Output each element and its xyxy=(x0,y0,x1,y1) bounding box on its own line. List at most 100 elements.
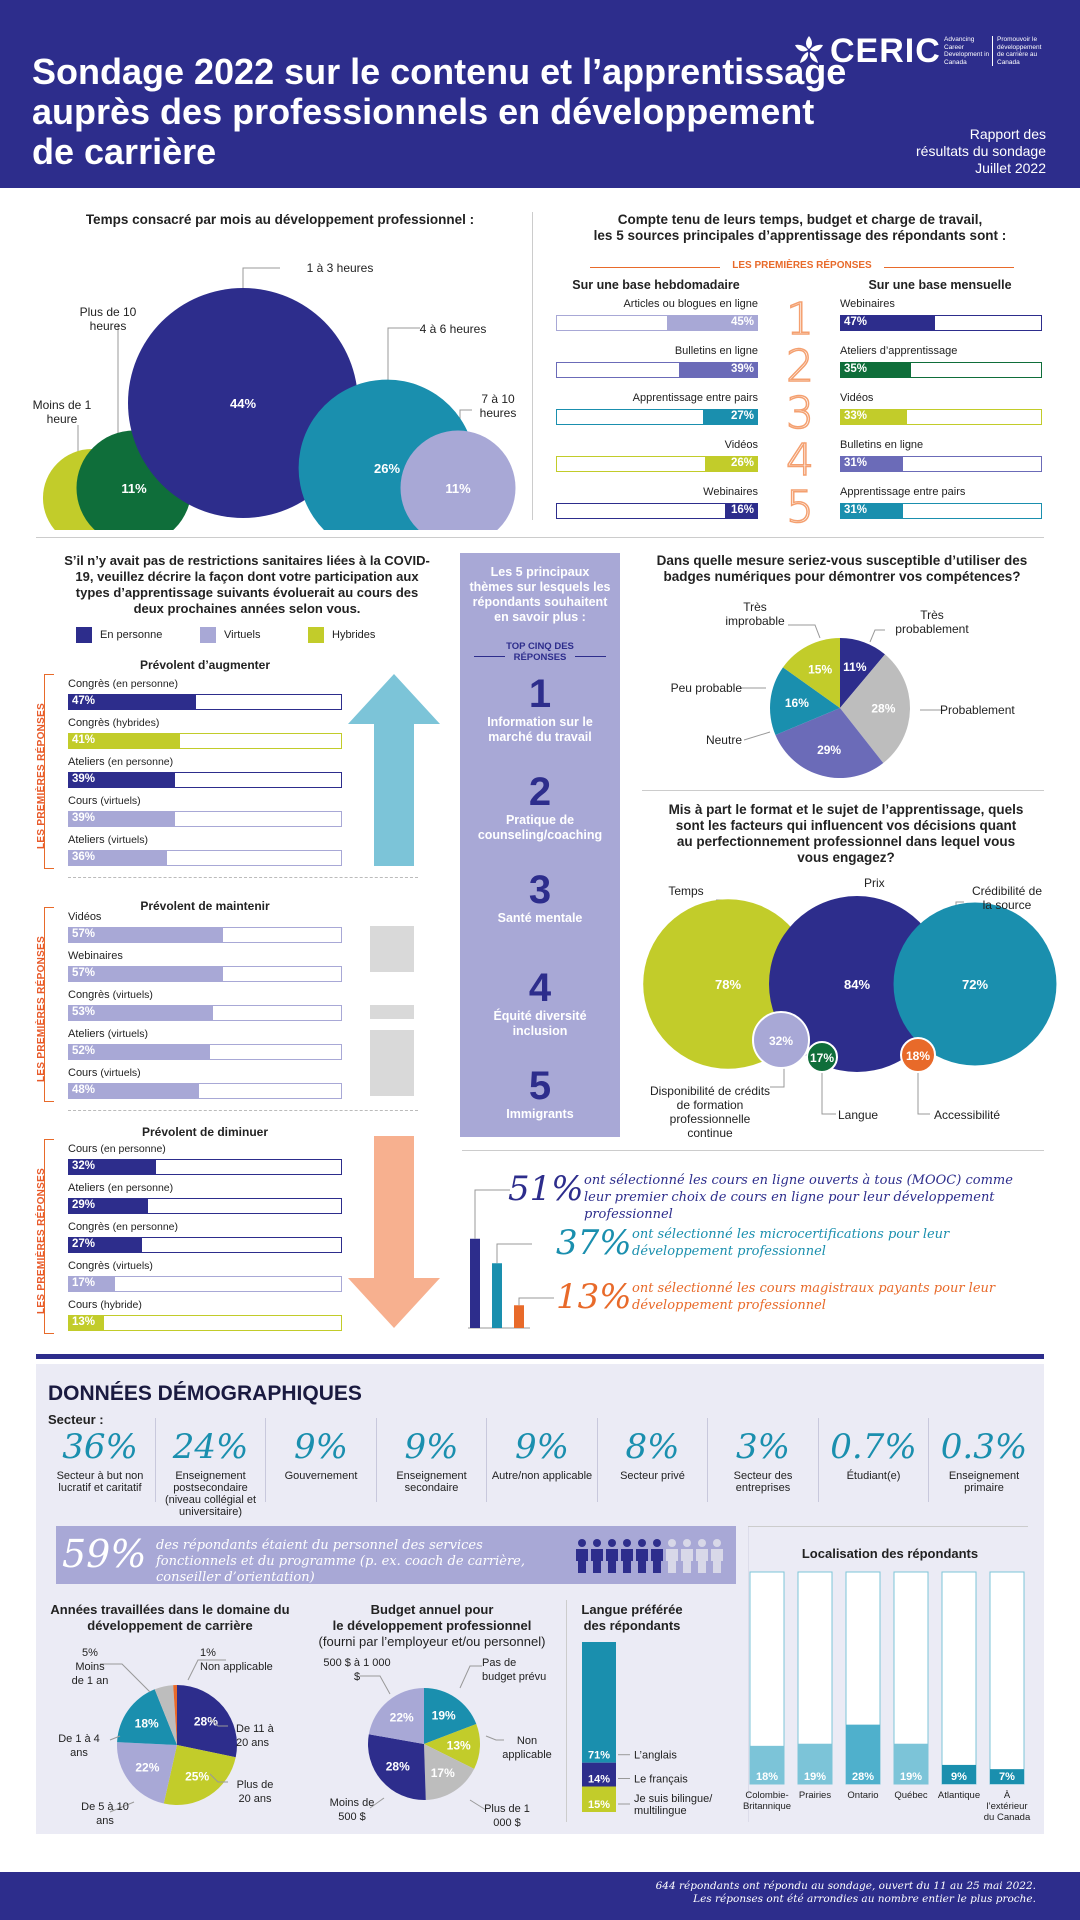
covid-item-mode: (en personne) xyxy=(107,1182,174,1194)
location-label: À l’extérieur du Canada xyxy=(983,1790,1031,1823)
leader-line xyxy=(387,327,420,385)
covid-bar: 29% xyxy=(68,1198,342,1214)
divider xyxy=(532,212,533,520)
covid-item-name: Congrès xyxy=(68,1260,110,1272)
pie-slice xyxy=(840,638,885,708)
leader-line xyxy=(209,1773,228,1783)
covid-bar-fill xyxy=(69,1316,105,1330)
time-bubble-chart: 8%11%44%26%11% xyxy=(42,267,516,530)
factor-label-accessibility: Accessibilité xyxy=(934,1108,1001,1122)
covid-bar-value: 53% xyxy=(72,1006,96,1018)
pie-slice xyxy=(154,1685,177,1745)
budget-label-none: Pas de budget prévu xyxy=(482,1657,547,1683)
leader-line xyxy=(469,1799,487,1811)
covid-bar-fill xyxy=(69,1277,116,1291)
leader-line xyxy=(209,1717,228,1727)
covid-bar-value: 48% xyxy=(72,1084,96,1096)
covid-item-label: Ateliers (virtuels) xyxy=(68,834,148,846)
legend-label: Hybrides xyxy=(332,629,376,641)
pie-slice xyxy=(424,1688,477,1744)
covid-bar-fill xyxy=(69,773,175,787)
factor-bubble-value: 32% xyxy=(769,1034,793,1048)
covid-item-mode: (en personne) xyxy=(112,1221,179,1233)
covid-item-mode: (en personne) xyxy=(100,1143,166,1155)
sector-pct: 9% xyxy=(404,1427,459,1467)
source-bar-fill xyxy=(667,316,757,330)
sector-pct: 24% xyxy=(172,1427,249,1467)
sector-divider xyxy=(375,1418,377,1502)
pie-slice-value: 29% xyxy=(817,743,841,757)
pie-slice-value: 11% xyxy=(843,660,867,674)
time-chart-title: Temps consacré par mois au développement… xyxy=(85,212,475,227)
logo-tagline-en: Advancing Career Development in Canada xyxy=(944,36,990,66)
factors-bubble-chart: 78% 84% 72% 32% 17% 18% xyxy=(643,896,1057,1115)
covid-bar: 17% xyxy=(68,1276,342,1292)
location-bar-value: 28% xyxy=(852,1771,874,1783)
source-bar-value: 16% xyxy=(730,504,754,516)
years-label-20-plus: Plus de 20 ans xyxy=(236,1779,274,1805)
badges-label-likely: Probablement xyxy=(940,703,1015,717)
source-rank: 5 xyxy=(785,482,815,533)
topic-label: Immigrants xyxy=(506,1107,574,1121)
person-icon xyxy=(606,1539,618,1573)
leader-line xyxy=(242,267,280,293)
budget-leaders xyxy=(360,1665,504,1811)
source-bar-fill xyxy=(841,363,911,377)
years-pie-chart: 28% 25% 22% 18% xyxy=(117,1685,237,1805)
logo-tagline-fr: Promouvoir le développement de carrière … xyxy=(992,36,1050,66)
source-bar-value: 47% xyxy=(844,316,868,328)
covid-bar: 57% xyxy=(68,927,342,943)
leader-line xyxy=(100,1663,151,1693)
pie-slice xyxy=(424,1724,480,1769)
source-monthly-label: Vidéos xyxy=(840,392,874,404)
sector-stat: 24% Enseignement postsecondaire (niveau co… xyxy=(159,1428,263,1518)
covid-bar-value: 29% xyxy=(72,1199,96,1211)
factor-bubble-value: 72% xyxy=(962,977,988,992)
language-label: Le français xyxy=(634,1774,688,1786)
covid-bar: 53% xyxy=(68,1005,342,1021)
leader-line xyxy=(821,1072,836,1115)
covid-bar-fill xyxy=(69,967,224,981)
location-bar-value: 18% xyxy=(756,1771,778,1783)
location-label: Colombie-Britannique xyxy=(742,1790,792,1812)
source-monthly-label: Webinaires xyxy=(840,298,895,310)
factor-bubble-value: 18% xyxy=(906,1049,930,1063)
covid-item-name: Ateliers xyxy=(68,1182,105,1194)
covid-bracket xyxy=(44,674,54,869)
source-bar-fill xyxy=(725,504,757,518)
covid-item-mode: (virtuels) xyxy=(100,1067,141,1079)
demographics-rule xyxy=(36,1354,1044,1359)
covid-item-name: Ateliers xyxy=(68,756,105,768)
covid-group-title: Prévolent d’augmenter xyxy=(139,658,271,672)
divider xyxy=(748,1526,749,1822)
divider xyxy=(36,537,1044,538)
divider xyxy=(462,1150,1044,1151)
pie-slice-value: 17% xyxy=(431,1766,455,1780)
staff-banner: 59% des répondants étaient du personnel … xyxy=(56,1526,736,1585)
sector-stat: 36% Secteur à but non lucratif et caritat… xyxy=(48,1428,152,1494)
source-bar-fill xyxy=(703,410,757,424)
covid-bar-value: 47% xyxy=(72,695,96,707)
source-bar-value: 31% xyxy=(844,457,868,469)
topic-label: Pratique de counseling/coaching xyxy=(477,813,603,842)
topic-number: 3 xyxy=(528,868,552,912)
legend-swatch xyxy=(200,627,216,643)
source-bar: 31% xyxy=(840,503,1042,519)
sector-label: Étudiant(e) xyxy=(846,1470,901,1482)
sources-title-line: les 5 sources principales d’apprentissag… xyxy=(593,228,1007,243)
pie-slice xyxy=(775,708,884,778)
covid-item-mode: (virtuels) xyxy=(112,1260,153,1272)
sector-stat: 9% Enseignement secondaire xyxy=(380,1428,484,1494)
covid-bar: 39% xyxy=(68,772,342,788)
leader-line xyxy=(788,624,821,639)
location-bar-track xyxy=(941,1571,977,1785)
covid-bar: 27% xyxy=(68,1237,342,1253)
factor-label-price: Prix xyxy=(864,876,885,890)
time-bubble xyxy=(400,430,516,530)
sector-pct: 8% xyxy=(625,1427,680,1467)
factors-title: Mis à part le format et le sujet de l’ap… xyxy=(668,802,1024,865)
covid-bar: 52% xyxy=(68,1044,342,1060)
person-icon xyxy=(651,1539,663,1573)
factor-bubble xyxy=(900,1037,936,1073)
topic-label: Équité diversité inclusion xyxy=(493,1009,587,1038)
